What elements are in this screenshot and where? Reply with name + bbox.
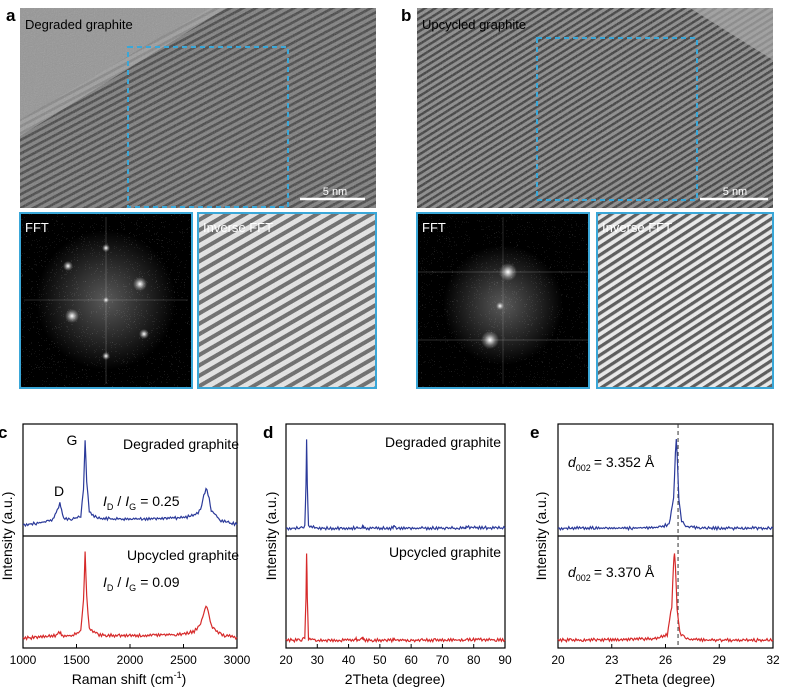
- ratio-annotation-bottom: ID / IG = 0.09: [103, 574, 180, 593]
- series-line-degraded: [22, 440, 238, 528]
- tem-image-upcycled: [417, 8, 773, 208]
- panel-letter-e: e: [530, 423, 539, 442]
- x-tick-label: 60: [404, 653, 418, 667]
- series-line-degraded: [285, 439, 506, 532]
- y-axis-title: Intensity (a.u.): [263, 492, 279, 581]
- x-tick-label: 32: [766, 653, 780, 667]
- x-tick-label: 29: [713, 653, 727, 667]
- x-tick-label: 90: [498, 653, 512, 667]
- roi-box: [127, 46, 289, 208]
- x-tick-label: 70: [436, 653, 450, 667]
- x-axis-title: Raman shift (cm-1): [72, 670, 187, 687]
- legend-upcycled: Upcycled graphite: [389, 544, 501, 560]
- inverse-fft-label: Inverse FFT: [602, 220, 672, 235]
- x-tick-label: 3000: [224, 653, 251, 667]
- x-axis-ticks: 20 23 26 29 32: [551, 424, 780, 667]
- x-tick-label: 1500: [63, 653, 90, 667]
- xrd-series: [285, 439, 506, 644]
- panel-letter-b: b: [401, 6, 411, 25]
- panel-letter-a: a: [6, 6, 16, 25]
- scale-bar-label: 5 nm: [323, 186, 347, 198]
- panel-c: c 1000 1500 2000 2500 3000 Degraded graphite…: [0, 423, 251, 687]
- panel-letter-d: d: [263, 423, 273, 442]
- roi-box: [536, 37, 698, 201]
- series-line-degraded: [557, 438, 774, 532]
- scale-bar-label: 5 nm: [723, 186, 747, 198]
- fft-image-upcycled: [416, 212, 590, 389]
- series-line-upcycled: [285, 553, 506, 644]
- x-tick-label: 1000: [10, 653, 37, 667]
- tem-image-degraded: [20, 8, 376, 208]
- x-tick-label: 23: [605, 653, 619, 667]
- x-tick-label: 30: [311, 653, 325, 667]
- inverse-fft-image-upcycled: [596, 212, 774, 389]
- raman-series: [22, 440, 238, 641]
- x-tick-label: 20: [279, 653, 293, 667]
- y-axis-title: Intensity (a.u.): [533, 492, 549, 581]
- d-spacing-annotation-top: d002 = 3.352 Å: [568, 454, 655, 473]
- legend-degraded: Degraded graphite: [385, 434, 501, 450]
- panel-b-title: Upcycled graphite: [422, 17, 526, 32]
- panel-d: d 20 30 40 50 60 70 80 90 Degraded graphite Upc…: [263, 423, 512, 687]
- legend-upcycled: Upcycled graphite: [127, 547, 239, 563]
- panel-a: a Degraded graphite 5 nm FFT: [6, 6, 377, 389]
- panel-letter-c: c: [0, 423, 7, 442]
- inverse-fft-label: Inverse FFT: [203, 220, 273, 235]
- x-tick-label: 26: [659, 653, 673, 667]
- x-axis-ticks: 20 30 40 50 60 70 80 90: [279, 644, 512, 667]
- panel-a-title: Degraded graphite: [25, 17, 133, 32]
- x-tick-label: 80: [467, 653, 481, 667]
- fft-label: FFT: [422, 220, 446, 235]
- x-axis-ticks: 1000 1500 2000 2500 3000: [10, 644, 251, 667]
- x-tick-label: 40: [342, 653, 356, 667]
- x-tick-label: 2000: [117, 653, 144, 667]
- panel-e: e 20 23 26 29 32 d002 = 3.352 Å d002 = 3.370 Å…: [530, 423, 780, 687]
- y-axis-title: Intensity (a.u.): [0, 492, 15, 581]
- fft-image-degraded: [19, 212, 193, 389]
- d-spacing-annotation-bottom: d002 = 3.370 Å: [568, 564, 655, 583]
- ratio-annotation-top: ID / IG = 0.25: [103, 493, 180, 512]
- legend-degraded: Degraded graphite: [123, 436, 239, 452]
- panel-b: b Upcycled graphite 5 nm FFT: [401, 6, 774, 389]
- d-peak-label: D: [54, 483, 64, 499]
- x-tick-label: 2500: [170, 653, 197, 667]
- xrd-002-series: [557, 438, 774, 643]
- x-tick-label: 50: [373, 653, 387, 667]
- inverse-fft-image-degraded: [197, 212, 377, 389]
- g-peak-label: G: [67, 432, 78, 448]
- series-line-upcycled: [22, 551, 238, 641]
- x-axis-title: 2Theta (degree): [615, 671, 715, 687]
- series-line-upcycled: [557, 553, 774, 643]
- fft-label: FFT: [25, 220, 49, 235]
- x-tick-label: 20: [551, 653, 565, 667]
- x-axis-title: 2Theta (degree): [345, 671, 445, 687]
